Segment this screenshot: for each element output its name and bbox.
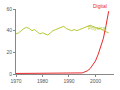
svg-text:2000: 2000: [90, 78, 101, 84]
svg-text:40: 40: [6, 27, 12, 33]
svg-text:Physical: Physical: [88, 25, 107, 31]
svg-text:0: 0: [9, 71, 12, 77]
svg-text:Digital: Digital: [93, 3, 107, 9]
svg-text:1980: 1980: [37, 78, 48, 84]
svg-text:20: 20: [6, 49, 12, 55]
svg-text:60: 60: [6, 6, 12, 12]
svg-text:1970: 1970: [10, 78, 21, 84]
svg-text:1990: 1990: [63, 78, 74, 84]
